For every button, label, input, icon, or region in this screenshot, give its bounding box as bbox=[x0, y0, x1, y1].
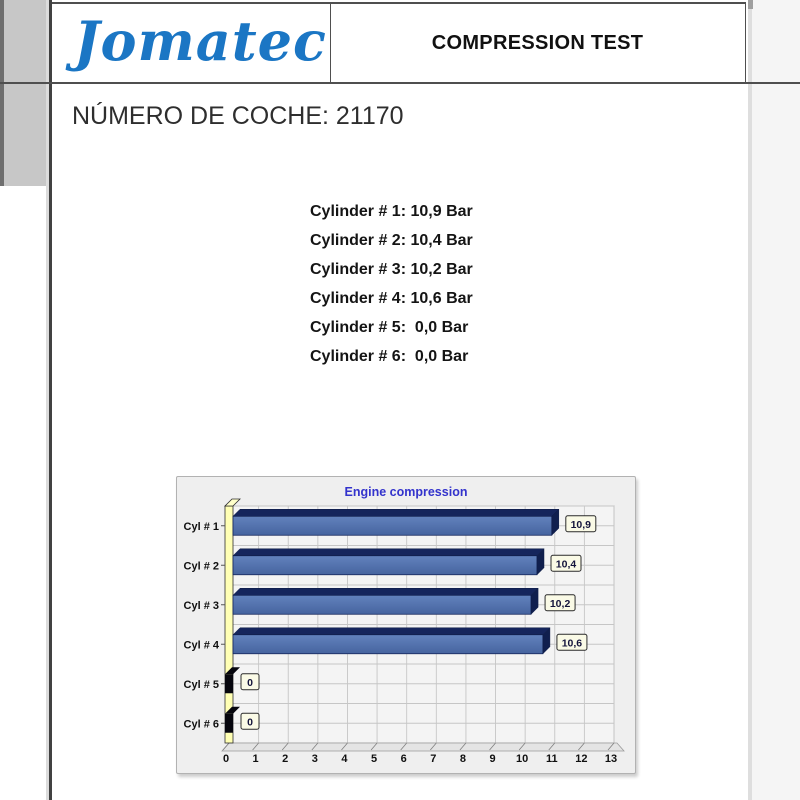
jomatec-logo: Jomatec bbox=[74, 9, 327, 73]
svg-text:0: 0 bbox=[223, 753, 229, 765]
chart-title: Engine compression bbox=[344, 485, 468, 499]
svg-text:1: 1 bbox=[253, 753, 259, 765]
header-cell-divider bbox=[330, 4, 331, 82]
cylinder-reading: Cylinder # 2: 10,4 Bar bbox=[310, 232, 473, 249]
svg-text:12: 12 bbox=[575, 753, 587, 765]
svg-text:Cyl # 3: Cyl # 3 bbox=[184, 600, 219, 612]
svg-text:3: 3 bbox=[312, 753, 318, 765]
cylinder-reading: Cylinder # 1: 10,9 Bar bbox=[310, 203, 473, 220]
page-left-rule bbox=[46, 0, 52, 800]
svg-text:Cyl # 4: Cyl # 4 bbox=[184, 639, 220, 651]
svg-text:10,9: 10,9 bbox=[571, 519, 592, 531]
svg-text:Cyl # 1: Cyl # 1 bbox=[184, 521, 219, 533]
svg-text:10,6: 10,6 bbox=[562, 637, 583, 649]
viewer-right-margin bbox=[752, 0, 800, 800]
svg-text:13: 13 bbox=[605, 753, 617, 765]
header-bottom-border bbox=[0, 82, 800, 84]
cylinder-readings-list: Cylinder # 1: 10,9 Bar Cylinder # 2: 10,… bbox=[310, 197, 473, 371]
svg-text:10,2: 10,2 bbox=[550, 598, 571, 610]
svg-text:6: 6 bbox=[401, 753, 407, 765]
cylinder-reading: Cylinder # 3: 10,2 Bar bbox=[310, 261, 473, 278]
viewer-left-margin bbox=[0, 0, 46, 186]
svg-text:Cyl # 5: Cyl # 5 bbox=[184, 679, 219, 691]
scrollbar-thumb[interactable] bbox=[748, 0, 753, 9]
svg-text:Cyl # 2: Cyl # 2 bbox=[184, 560, 219, 572]
report-title: COMPRESSION TEST bbox=[431, 31, 644, 54]
cylinder-reading: Cylinder # 6: 0,0 Bar bbox=[310, 348, 469, 365]
engine-compression-chart-panel: Cyl # 1 10,9 Cyl # 2 10,4 Cyl # 3 10,2 Cyl # 4… bbox=[176, 476, 636, 774]
svg-text:10: 10 bbox=[516, 753, 528, 765]
svg-text:9: 9 bbox=[489, 753, 495, 765]
cylinder-reading: Cylinder # 4: 10,6 Bar bbox=[310, 290, 473, 307]
cylinder-reading: Cylinder # 5: 0,0 Bar bbox=[310, 319, 469, 336]
svg-text:4: 4 bbox=[341, 753, 348, 765]
svg-text:11: 11 bbox=[546, 753, 558, 765]
svg-text:0: 0 bbox=[247, 716, 253, 728]
report-header: Jomatec COMPRESSION TEST bbox=[52, 2, 746, 82]
svg-text:8: 8 bbox=[460, 753, 466, 765]
compression-chart: Cyl # 1 10,9 Cyl # 2 10,4 Cyl # 3 10,2 Cyl # 4… bbox=[184, 498, 625, 765]
svg-text:2: 2 bbox=[282, 753, 288, 765]
scrollbar-track[interactable] bbox=[748, 0, 752, 800]
svg-text:10,4: 10,4 bbox=[556, 558, 577, 570]
car-number-line: NÚMERO DE COCHE: 21170 bbox=[72, 102, 404, 130]
svg-text:5: 5 bbox=[371, 753, 377, 765]
svg-text:7: 7 bbox=[430, 753, 436, 765]
svg-text:0: 0 bbox=[247, 677, 253, 689]
svg-text:Cyl # 6: Cyl # 6 bbox=[184, 718, 219, 730]
